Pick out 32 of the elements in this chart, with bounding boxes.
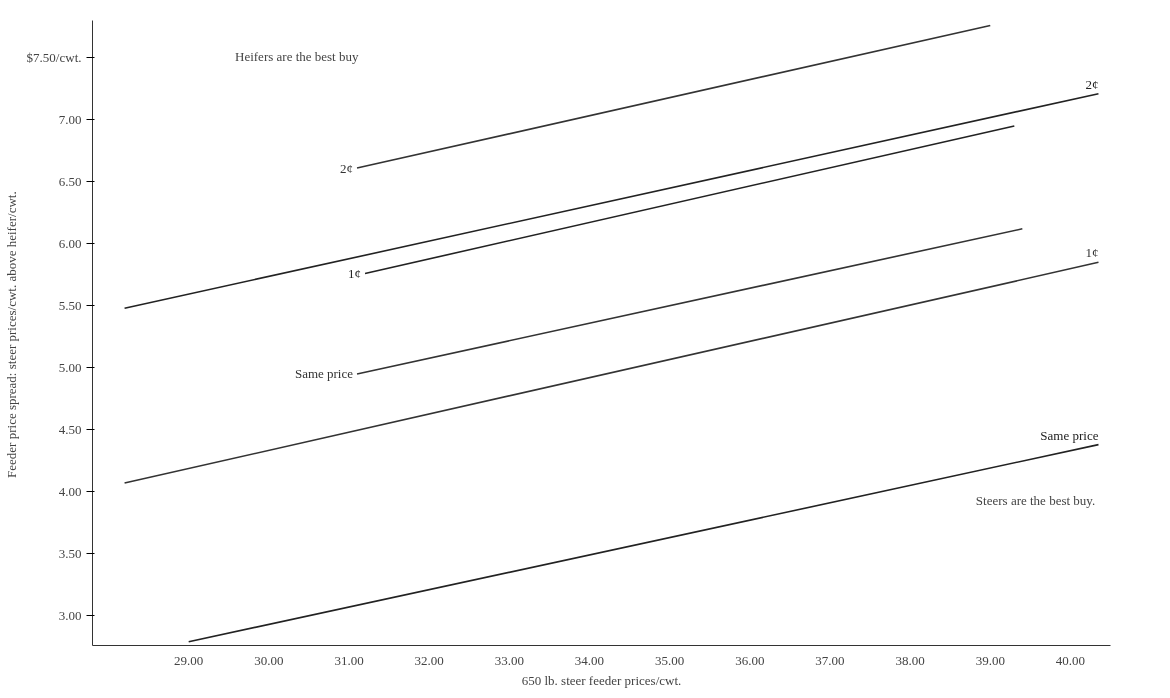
series-label: 2¢ (340, 160, 354, 176)
y-tick-label: 3.50 (58, 546, 82, 562)
y-tick-label: 4.50 (58, 422, 82, 438)
x-tick-label: 40.00 (1055, 652, 1086, 668)
y-tick-label: 6.00 (58, 236, 82, 252)
y-axis-title: Feeder price spread: steer prices/cwt. above heifer/cwt. (3, 191, 19, 478)
x-tick-label: 33.00 (494, 652, 524, 668)
series-label: 2¢ (1085, 76, 1099, 92)
annotation: Steers are the best buy. (975, 493, 1096, 508)
annotation: Heifers are the best buy (235, 49, 359, 65)
y-tick-label: $7.50/cwt. (26, 50, 82, 66)
y-tick-label: 3.00 (58, 608, 82, 624)
y-tick-label: 6.50 (58, 174, 82, 190)
series-label: 1¢ (1085, 245, 1099, 261)
x-tick-label: 30.00 (254, 652, 284, 668)
x-tick-label: 31.00 (334, 652, 364, 668)
y-tick-label: 7.00 (58, 112, 82, 128)
series-label: Same price (1040, 427, 1099, 443)
x-tick-label: 39.00 (975, 652, 1005, 668)
x-tick-label: 29.00 (174, 652, 204, 668)
series-label: Same price (294, 366, 354, 382)
y-tick-label: 4.00 (58, 484, 82, 500)
x-tick-label: 38.00 (895, 652, 925, 668)
x-axis-title: 650 lb. steer feeder prices/cwt. (521, 672, 682, 688)
x-tick-label: 35.00 (655, 652, 685, 668)
series-label: 1¢ (348, 265, 362, 281)
y-tick-label: 5.50 (58, 298, 82, 314)
y-tick-label: 5.00 (58, 360, 82, 376)
x-tick-label: 34.00 (574, 652, 605, 668)
x-tick-label: 32.00 (414, 652, 444, 668)
x-tick-label: 36.00 (735, 652, 765, 668)
x-tick-label: 37.00 (815, 652, 845, 668)
